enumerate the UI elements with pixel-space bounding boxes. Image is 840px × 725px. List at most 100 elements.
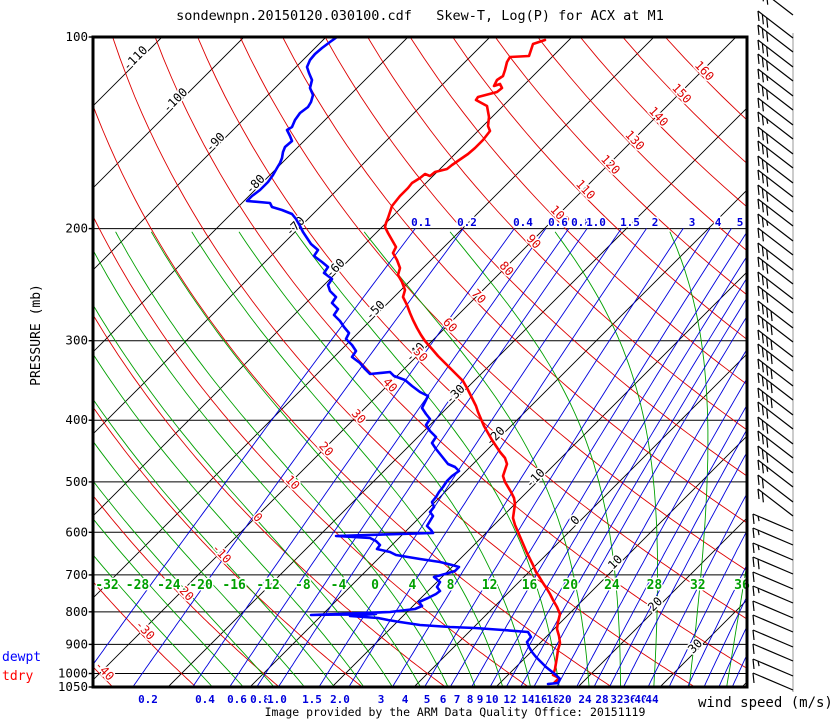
- dry-adiabat-label: 30: [349, 406, 369, 426]
- moist-adiabat-label: -20: [189, 578, 213, 593]
- dry-adiabat-label: 160: [692, 58, 717, 83]
- mixing-ratio-label: 1.5: [620, 216, 640, 229]
- mixing-ratio-label: 4: [402, 693, 409, 706]
- dry-adiabat-label: 70: [469, 286, 489, 306]
- wind-barb: [752, 585, 794, 604]
- wind-barb: [757, 82, 794, 111]
- page-title: sondewnpn.20150120.030100.cdf Skew-T, Lo…: [176, 8, 664, 24]
- moist-adiabat-label: 4: [408, 578, 416, 593]
- wind-barb: [757, 24, 794, 53]
- mixing-ratio-top-labels: 0.1 0.2 0.4 0.6 0.81.0 1.5 2 3 4 5: [410, 215, 745, 231]
- mixing-ratio-label: 1.0: [267, 693, 287, 706]
- mixing-ratio-label: 0.4: [513, 216, 533, 229]
- wind-barb: [757, 126, 794, 155]
- mixing-ratio-label: 0.8: [250, 693, 270, 706]
- pressure-tick-label: 800: [65, 604, 88, 619]
- wind-barb: [752, 658, 794, 677]
- pressure-tick-label: 1000: [58, 666, 88, 681]
- wind-barb: [757, 387, 794, 416]
- wind-barb: [757, 329, 794, 358]
- pressure-tick-label: 500: [65, 474, 88, 489]
- wind-barb: [757, 53, 794, 82]
- mixing-ratio-label: 12: [503, 693, 516, 706]
- mixing-ratio-label: 0.6: [227, 693, 247, 706]
- isotherm-label: -90: [203, 130, 228, 155]
- provenance-caption: Image provided by the ARM Data Quality O…: [264, 705, 646, 719]
- mixing-ratio-label: 14: [521, 693, 535, 706]
- mixing-ratio-lines: [93, 228, 747, 687]
- dry-adiabat-label: 120: [598, 152, 623, 177]
- wind-barb: [752, 513, 794, 532]
- wind-speed-axis-label: wind speed (m/s): [698, 695, 833, 711]
- moist-adiabat-label: -8: [295, 578, 311, 593]
- dry-adiabat-label: 150: [669, 81, 694, 106]
- wind-barb: [752, 527, 794, 546]
- mixing-ratio-label: 0.1: [411, 216, 431, 229]
- mixing-ratio-label: 1.5: [302, 693, 322, 706]
- moist-adiabat-label: 20: [562, 578, 578, 593]
- wind-barb: [757, 285, 794, 314]
- moist-adiabat-label: 0: [371, 578, 379, 593]
- wind-barb: [757, 111, 794, 140]
- wind-barb: [757, 256, 794, 285]
- wind-barb: [757, 488, 794, 517]
- wind-barb: [757, 39, 794, 68]
- pressure-tick-label: 200: [65, 221, 88, 236]
- pressure-tick-label: 900: [65, 636, 88, 651]
- mixing-ratio-label: 0.4: [195, 693, 215, 706]
- mixing-ratio-label: 40: [634, 693, 647, 706]
- wind-barb: [757, 445, 794, 474]
- mixing-ratio-label: 0.8: [571, 216, 591, 229]
- isotherm-label: 30: [685, 636, 705, 656]
- pressure-tick-label: 100: [65, 29, 88, 44]
- wind-barb: [752, 542, 794, 561]
- wind-barb: [757, 227, 794, 256]
- sounding-traces: [245, 37, 562, 686]
- dry-adiabat-label: 0: [250, 510, 265, 525]
- pressure-tick-label: 300: [65, 333, 88, 348]
- dry-adiabat-label: 60: [440, 315, 460, 335]
- mixing-ratio-bottom-labels: 0.2 0.4 0.6 0.81.0 1.5 2.0 3 4 5 6 7 8 9 10 12 14 161820…: [137, 692, 661, 708]
- wind-barb: [757, 10, 794, 39]
- wind-barb: [757, 213, 794, 242]
- wind-barb: [757, 314, 794, 343]
- dry-adiabat-label: -40: [92, 658, 117, 683]
- mixing-ratio-label: 28: [595, 693, 608, 706]
- mixing-ratio-label: 20: [558, 693, 571, 706]
- dry-adiabat-label: 140: [646, 104, 671, 129]
- wind-barb: [757, 474, 794, 503]
- moist-adiabat-label: -12: [256, 578, 279, 593]
- wind-barb: [757, 372, 794, 401]
- mixing-ratio-label: 0.6: [548, 216, 568, 229]
- moist-adiabat-label: 24: [604, 578, 620, 593]
- wind-barbs: [752, 0, 794, 692]
- mixing-ratio-label: 8: [467, 693, 474, 706]
- moist-adiabat-label: 16: [522, 578, 538, 593]
- mixing-ratio-label: 32: [610, 693, 623, 706]
- dewpt-trace: [245, 37, 562, 686]
- mixing-ratio-label: 24: [578, 693, 592, 706]
- mixing-ratio-label: 5: [737, 216, 744, 229]
- wind-barb: [757, 401, 794, 430]
- moist-adiabat-label: -24: [157, 578, 181, 593]
- moist-adiabat-label: 12: [482, 578, 498, 593]
- wind-barb: [757, 97, 794, 126]
- wind-barb: [757, 300, 794, 329]
- wind-barb: [757, 242, 794, 271]
- moist-adiabat-label: -16: [222, 578, 246, 593]
- mixing-ratio-label: 16: [534, 693, 548, 706]
- dry-adiabat-label: -10: [209, 541, 234, 566]
- legend-dewpt: dewpt: [2, 650, 42, 665]
- moist-adiabat-label: -4: [331, 578, 347, 593]
- isotherm-label: 10: [605, 552, 625, 572]
- wind-barb: [757, 416, 794, 445]
- mixing-ratio-label: 7: [454, 693, 461, 706]
- wind-barb: [757, 343, 794, 372]
- moist-adiabat-label: 8: [447, 578, 455, 593]
- dry-adiabat-labels: -40-30-20-100102030405060708090100110120…: [90, 57, 718, 685]
- wind-barb: [757, 184, 794, 213]
- mixing-ratio-label: 0.2: [457, 216, 477, 229]
